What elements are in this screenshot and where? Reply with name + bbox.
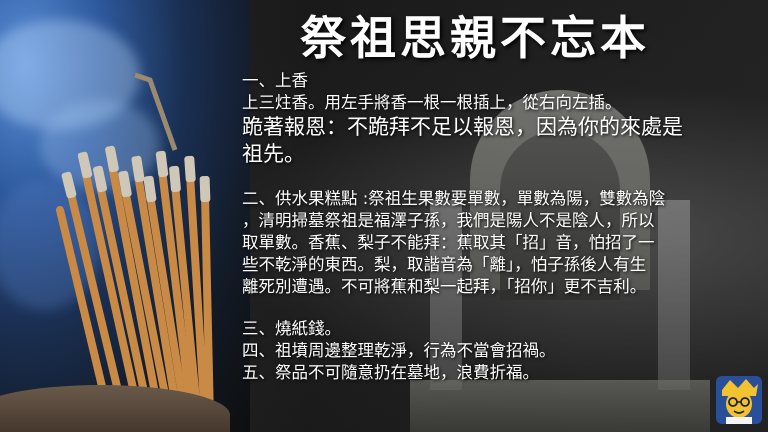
section-1-text: 上三炷香。用左手將香一根一根插上，從右向左插。 [242, 93, 622, 112]
section-3-text: 三、燒紙錢。 [242, 319, 341, 338]
tomb-niche [500, 130, 620, 300]
incense-sticks-icon [56, 72, 214, 424]
tomb-silhouette [410, 90, 710, 432]
section-4-text: 四、祖墳周邊整理乾淨，行為不當會招禍。 [242, 341, 556, 360]
smoke-cloud [0, 20, 140, 130]
incense-burner [0, 385, 230, 432]
section-2-line-2: ，清明掃墓祭祖是福澤子孫，我們是陽人不是陰人，所以 [242, 211, 655, 230]
section-1-emphasis-line-1: 跪著報恩：不跪拜不足以報恩，因為你的來處是 [242, 115, 683, 139]
section-2-line-1: 二、供水果糕點 :祭祖生果數要單數，單數為陽，雙數為陰 [242, 189, 666, 208]
slide-body: 一、上香 上三炷香。用左手將香一根一根插上，從右向左插。 跪著報恩：不跪拜不足以… [242, 70, 762, 384]
section-2-line-5: 離死別遭遇。不可將蕉和梨一起拜，「招你」更不吉利。 [242, 277, 647, 296]
tomb-pillar-left [430, 200, 462, 390]
slide-title: 祭祖思親不忘本 [300, 11, 650, 65]
tomb-pillar-right [658, 200, 690, 390]
section-2-line-4: 些不乾淨的東西。梨，取諧音為「離」，怕子孫後人有生 [242, 255, 647, 274]
section-5-text: 五、祭品不可隨意扔在墓地，浪費折福。 [242, 363, 539, 382]
tomb-base [410, 380, 710, 432]
incense-photo [0, 0, 250, 432]
section-2-line-3: 取單數。香蕉、梨子不能拜：蕉取其「招」音，怕招了一 [242, 233, 655, 252]
section-1-heading: 一、上香 [242, 71, 308, 90]
section-1-emphasis-line-2: 祖先。 [242, 142, 305, 166]
cartoon-avatar-icon [716, 376, 762, 424]
